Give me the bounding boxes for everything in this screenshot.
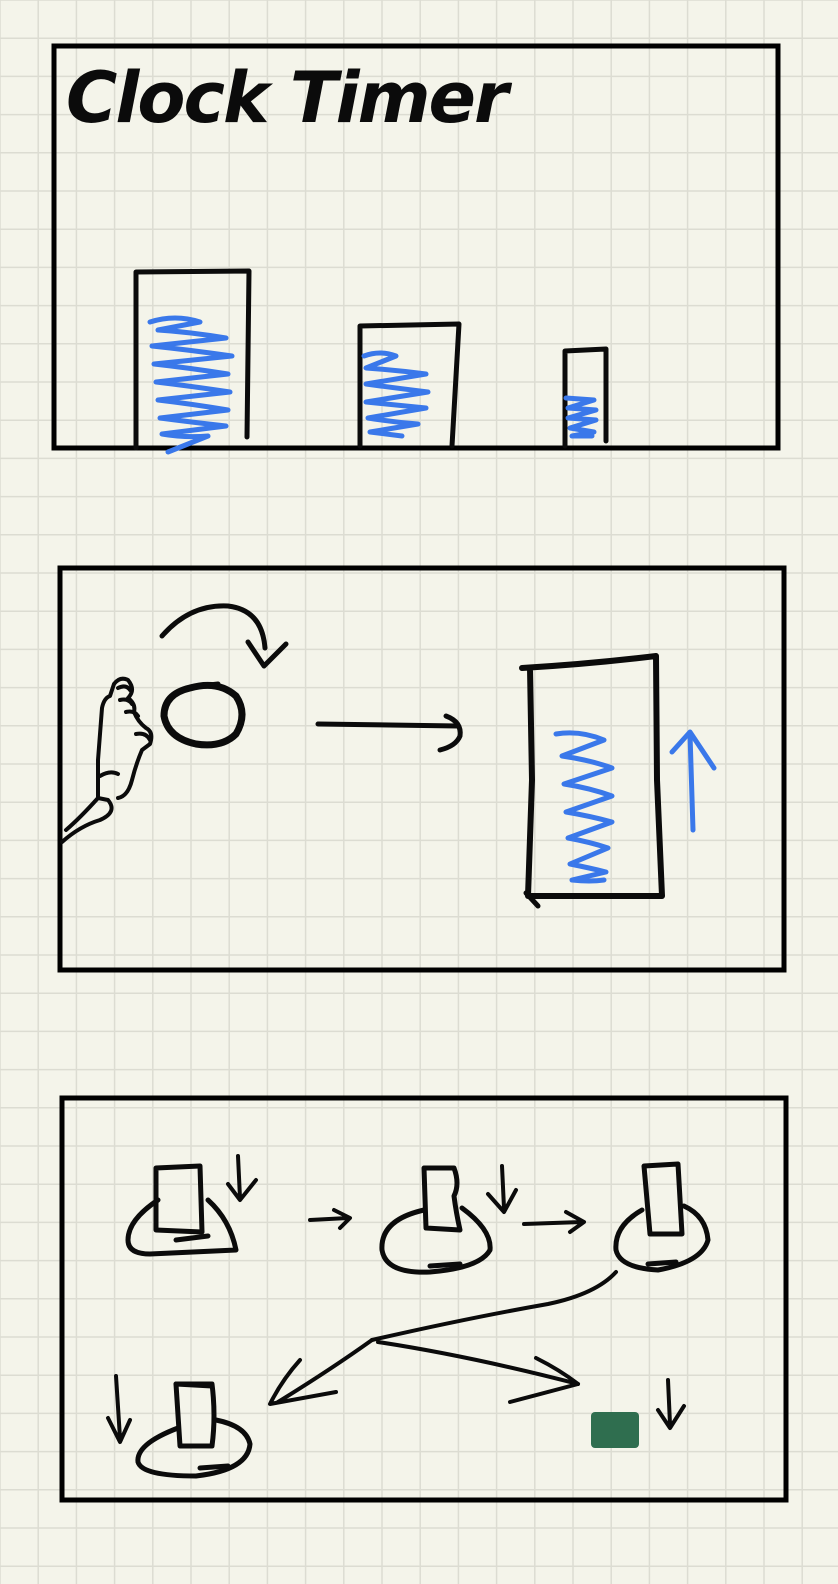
timer-bar-short [562, 346, 609, 449]
device-step-1 [125, 1163, 239, 1257]
right-arrow-icon [315, 713, 463, 753]
rotate-arrow-icon [159, 603, 289, 669]
hand-icon [60, 676, 154, 844]
split-arrow-right [376, 1340, 580, 1404]
device-step-3 [613, 1161, 711, 1273]
down-arrow-icon [486, 1164, 518, 1214]
device-final [135, 1381, 253, 1479]
down-arrow-icon [656, 1378, 686, 1430]
split-arrow-left [268, 1270, 618, 1406]
knob-icon [160, 681, 246, 749]
panel-3 [59, 1095, 789, 1503]
down-arrow-icon [106, 1374, 132, 1444]
panel-1: Clock Timer [51, 43, 781, 455]
right-arrow-icon [308, 1208, 352, 1230]
panel-2-frame [57, 565, 787, 973]
title-text: Clock Timer [66, 57, 513, 139]
device-step-2 [379, 1165, 493, 1275]
up-arrow-icon [669, 729, 717, 833]
panel-2 [57, 565, 787, 973]
timer-bar-medium [357, 321, 462, 449]
green-block-icon [591, 1412, 639, 1448]
down-arrow-icon [226, 1154, 258, 1202]
panel-3-frame [59, 1095, 789, 1503]
timer-bar-tall [133, 268, 252, 455]
panel-1-frame [51, 43, 781, 451]
timer-bar-large [519, 653, 665, 909]
right-arrow-icon [522, 1210, 586, 1234]
